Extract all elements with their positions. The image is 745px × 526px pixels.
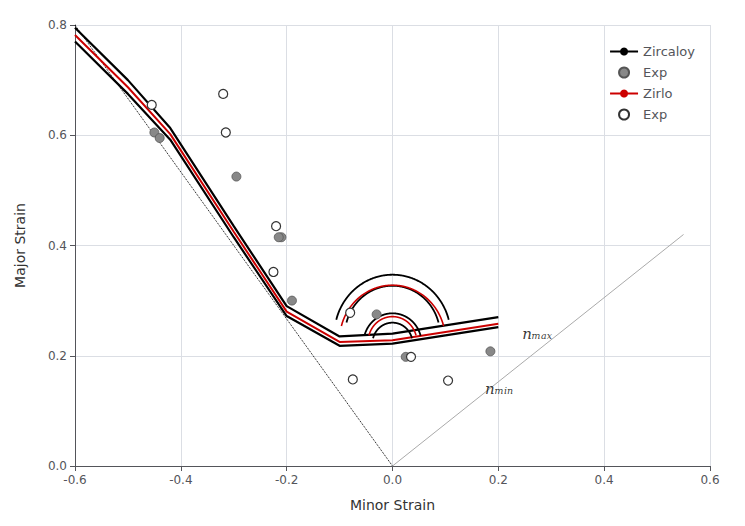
svg-text:0.4: 0.4 [595,473,614,487]
svg-text:Minor Strain: Minor Strain [350,497,435,513]
svg-text:0.0: 0.0 [48,459,67,473]
svg-text:Exp: Exp [643,107,667,122]
svg-text:-0.4: -0.4 [169,473,192,487]
svg-text:0.4: 0.4 [48,239,67,253]
svg-text:0.2: 0.2 [489,473,508,487]
svg-text:0.6: 0.6 [700,473,719,487]
svg-text:-0.2: -0.2 [275,473,298,487]
svg-text:-0.6: -0.6 [63,473,86,487]
svg-text:nₘᵢₙ: nₘᵢₙ [485,380,513,398]
svg-text:0.8: 0.8 [48,18,67,32]
svg-text:Zircaloy: Zircaloy [643,44,695,59]
svg-text:0.2: 0.2 [48,349,67,363]
svg-text:Exp: Exp [643,65,667,80]
svg-text:0.6: 0.6 [48,128,67,142]
svg-text:Zirlo: Zirlo [643,86,672,101]
svg-text:Major Strain: Major Strain [12,203,28,288]
svg-text:nₘₐₓ: nₘₐₓ [522,325,552,343]
svg-text:0.0: 0.0 [383,473,402,487]
